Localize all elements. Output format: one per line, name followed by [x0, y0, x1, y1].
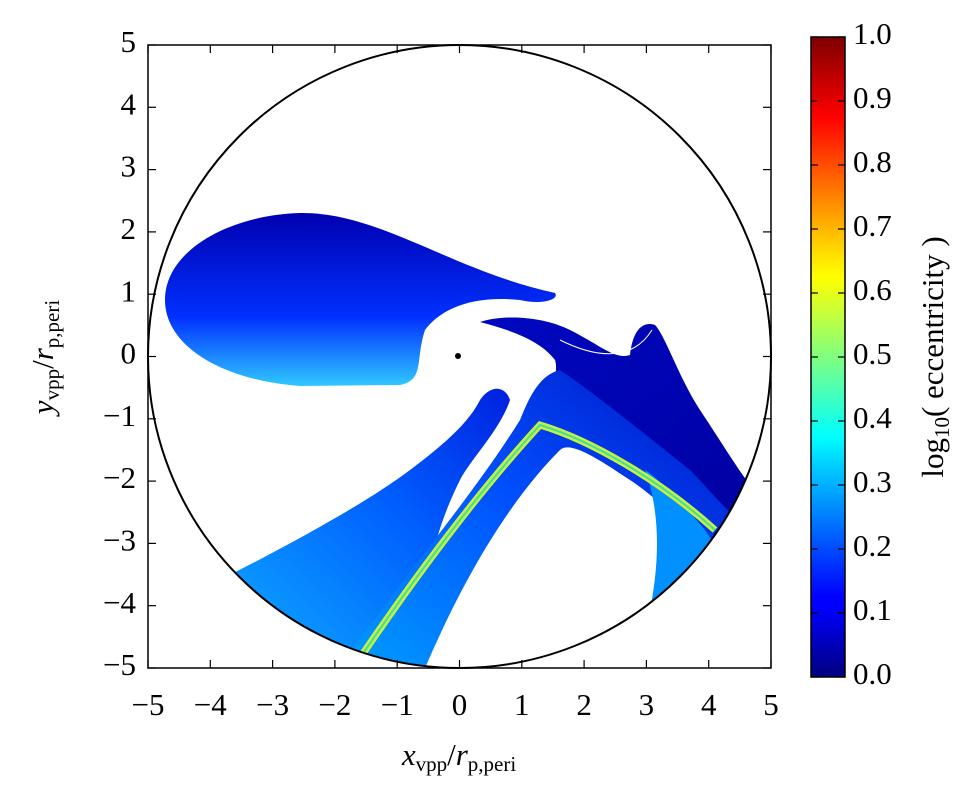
colorbar-tick-label: 0.4: [853, 400, 892, 435]
y-tick-label: 1: [121, 273, 137, 308]
label-part: /: [447, 737, 456, 772]
colorbar-tick-label: 0.8: [853, 144, 892, 179]
label-part: ( eccentricity ): [915, 236, 950, 417]
region: [645, 470, 725, 610]
colorbar-tick-label: 0.1: [853, 592, 892, 627]
label-part: 10: [930, 417, 954, 438]
x-tick-label: −3: [256, 687, 289, 722]
region: [345, 370, 740, 668]
colorbar-tick-label: 0.7: [853, 208, 892, 243]
label-part: y: [25, 400, 60, 417]
y-tick-label: 0: [121, 336, 137, 371]
colorbar-tick-label: 1.0: [853, 16, 892, 51]
x-tick-label: 1: [514, 687, 530, 722]
label-part: /: [25, 360, 60, 369]
label-part: p,peri: [468, 752, 517, 776]
eccentricity-map: [165, 212, 750, 668]
label-part: log: [915, 438, 950, 478]
colorbar-tick-label: 0.9: [853, 80, 892, 115]
y-tick-label: 4: [121, 86, 137, 121]
colorbar-label: log10( eccentricity ): [915, 236, 954, 477]
stripe: [559, 329, 653, 355]
region: [165, 212, 556, 386]
colorbar-tick-label: 0.6: [853, 272, 892, 307]
colorbar-tick-label: 0.2: [853, 528, 892, 563]
x-tick-label: −5: [132, 687, 165, 722]
y-tick-label: −4: [103, 585, 136, 620]
label-part: r: [456, 737, 469, 772]
y-tick-label: 5: [121, 24, 137, 59]
x-tick-label: 5: [763, 687, 779, 722]
label-part: p,peri: [40, 300, 64, 349]
x-tick-label: −2: [318, 687, 351, 722]
x-tick-label: −4: [194, 687, 227, 722]
x-tick-label: 2: [576, 687, 592, 722]
stripe: [361, 423, 716, 656]
colorbar-tick-label: 0.5: [853, 336, 892, 371]
y-tick-label: −1: [103, 398, 136, 433]
label-part: r: [25, 347, 60, 360]
region: [200, 388, 510, 668]
x-tick-label: −1: [381, 687, 414, 722]
x-tick-label: 0: [452, 687, 468, 722]
y-tick-label: −3: [103, 523, 136, 558]
x-tick-label: 4: [701, 687, 717, 722]
label-part: vpp: [40, 369, 64, 401]
label-part: vpp: [416, 752, 448, 776]
label-part: x: [401, 737, 416, 772]
axis-label: xvpp/rp,peri: [401, 737, 517, 776]
axis-label: yvpp/rp,peri: [25, 300, 64, 418]
y-tick-label: 2: [121, 211, 137, 246]
y-tick-label: −5: [103, 647, 136, 682]
origin-point: [455, 353, 461, 359]
y-tick-label: 3: [121, 149, 137, 184]
colorbar-tick-label: 0.3: [853, 464, 892, 499]
x-tick-label: 3: [639, 687, 655, 722]
colorbar-tick-label: 0.0: [853, 656, 892, 691]
y-tick-label: −2: [103, 460, 136, 495]
